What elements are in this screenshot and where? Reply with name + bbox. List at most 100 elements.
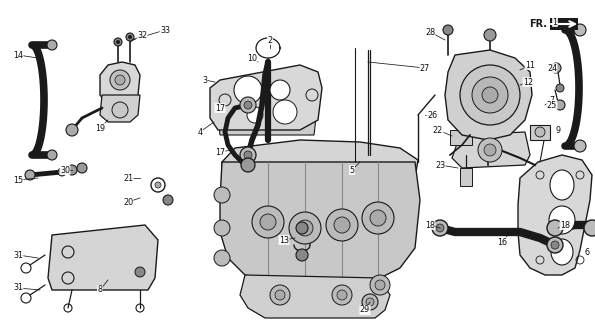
Text: 14: 14 (13, 51, 23, 60)
Circle shape (556, 84, 564, 92)
Circle shape (260, 214, 276, 230)
Circle shape (270, 80, 290, 100)
Circle shape (366, 298, 374, 306)
Circle shape (270, 285, 290, 305)
Circle shape (375, 280, 385, 290)
Circle shape (114, 38, 122, 46)
Circle shape (478, 138, 502, 162)
Circle shape (214, 250, 230, 266)
Polygon shape (218, 118, 316, 135)
Polygon shape (445, 50, 532, 140)
Text: 18: 18 (425, 220, 435, 229)
Circle shape (234, 76, 262, 104)
Circle shape (296, 222, 308, 234)
Text: 5: 5 (349, 165, 355, 174)
Circle shape (58, 168, 66, 176)
Circle shape (252, 206, 284, 238)
Text: 10: 10 (247, 53, 257, 62)
Polygon shape (518, 155, 592, 275)
Text: 18: 18 (560, 220, 570, 229)
Circle shape (135, 267, 145, 277)
Text: 29: 29 (360, 306, 370, 315)
Circle shape (484, 144, 496, 156)
Text: 33: 33 (160, 26, 170, 35)
Text: 15: 15 (13, 175, 23, 185)
Text: 17: 17 (215, 148, 225, 156)
Text: 8: 8 (98, 285, 102, 294)
Circle shape (296, 249, 308, 261)
Bar (460, 168, 472, 186)
Circle shape (584, 220, 595, 236)
Text: 12: 12 (523, 77, 533, 86)
Polygon shape (100, 62, 140, 108)
Circle shape (574, 24, 586, 36)
Text: 3: 3 (202, 76, 208, 84)
Circle shape (214, 187, 230, 203)
Text: 7: 7 (549, 95, 555, 105)
Text: 30: 30 (60, 165, 70, 174)
Circle shape (574, 140, 586, 152)
Circle shape (443, 25, 453, 35)
Circle shape (535, 127, 545, 137)
Circle shape (436, 224, 444, 232)
Circle shape (540, 130, 550, 140)
Polygon shape (222, 140, 418, 195)
Text: 1: 1 (553, 18, 558, 27)
Circle shape (460, 65, 520, 125)
Text: 31: 31 (13, 284, 23, 292)
Circle shape (116, 40, 120, 44)
Circle shape (547, 220, 563, 236)
Circle shape (484, 29, 496, 41)
Text: 20: 20 (123, 197, 133, 206)
Bar (530, 125, 550, 140)
Circle shape (551, 241, 559, 249)
Polygon shape (210, 65, 322, 130)
Text: 6: 6 (584, 247, 590, 257)
Circle shape (334, 217, 350, 233)
Circle shape (155, 182, 161, 188)
Text: 21: 21 (123, 173, 133, 182)
Text: 25: 25 (547, 100, 557, 109)
Circle shape (547, 237, 563, 253)
Circle shape (551, 63, 561, 73)
Circle shape (66, 124, 78, 136)
Polygon shape (220, 162, 420, 282)
Circle shape (47, 150, 57, 160)
Text: 22: 22 (433, 125, 443, 134)
Text: 26: 26 (427, 110, 437, 119)
Text: 11: 11 (525, 60, 535, 69)
Circle shape (240, 147, 256, 163)
Bar (550, 18, 578, 30)
Circle shape (214, 220, 230, 236)
Circle shape (297, 220, 313, 236)
Text: 31: 31 (13, 251, 23, 260)
Text: 16: 16 (497, 237, 507, 246)
Circle shape (47, 40, 57, 50)
Circle shape (126, 33, 134, 41)
Polygon shape (452, 132, 530, 168)
Circle shape (112, 102, 128, 118)
Circle shape (275, 290, 285, 300)
Polygon shape (240, 275, 390, 318)
Ellipse shape (551, 239, 573, 265)
Circle shape (337, 290, 347, 300)
Circle shape (370, 210, 386, 226)
Circle shape (77, 163, 87, 173)
Circle shape (244, 151, 252, 159)
Circle shape (482, 87, 498, 103)
Circle shape (362, 202, 394, 234)
Circle shape (25, 170, 35, 180)
Circle shape (289, 212, 321, 244)
Ellipse shape (549, 206, 575, 234)
Circle shape (362, 294, 378, 310)
Text: 17: 17 (215, 103, 225, 113)
Circle shape (240, 97, 256, 113)
Polygon shape (48, 225, 158, 290)
Circle shape (326, 209, 358, 241)
Text: 4: 4 (198, 127, 202, 137)
Circle shape (110, 70, 130, 90)
Polygon shape (100, 95, 140, 122)
Text: 24: 24 (547, 63, 557, 73)
Circle shape (247, 107, 263, 123)
Text: FR.: FR. (529, 19, 547, 29)
